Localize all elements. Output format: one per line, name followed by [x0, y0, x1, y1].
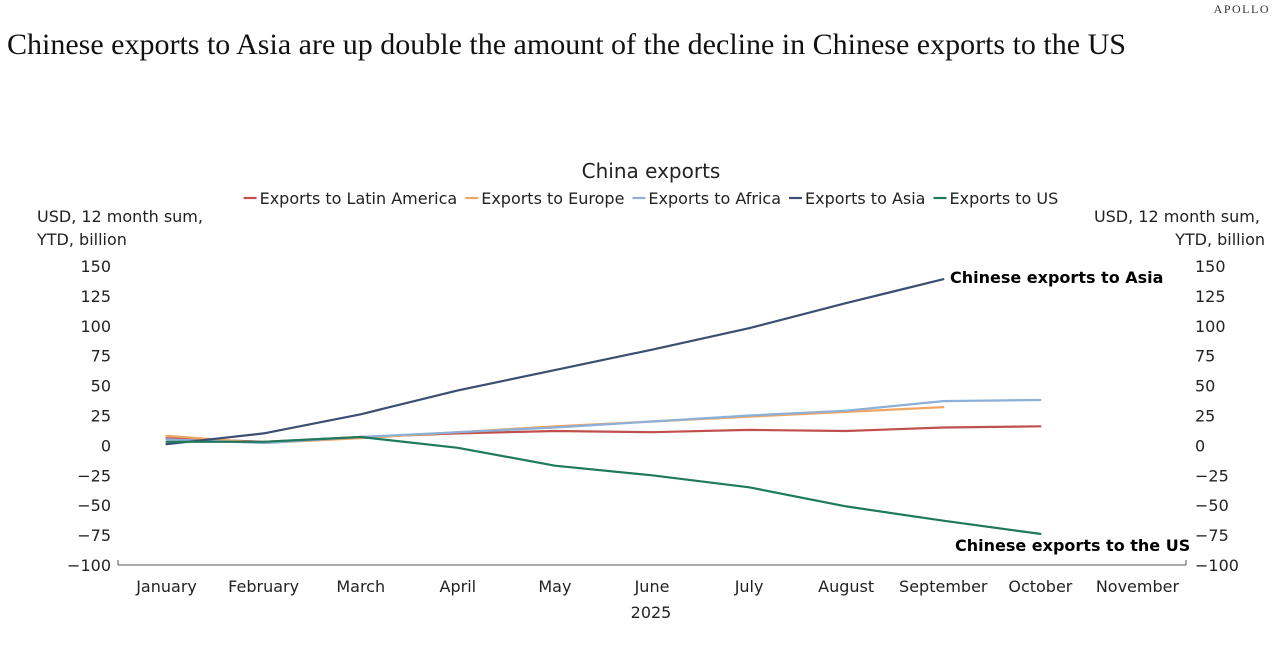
y-tick-label-right: 125 [1195, 287, 1226, 306]
y-tick-label-left: 50 [91, 377, 111, 396]
y-axis-label-left-line2: YTD, billion [36, 230, 127, 249]
y-tick-label-left: 125 [80, 287, 111, 306]
legend-label: Exports to Europe [481, 189, 624, 208]
legend-item-exports-to-africa: Exports to Africa [632, 189, 781, 208]
x-tick-label: September [899, 577, 988, 596]
y-tick-label-left: −75 [77, 526, 111, 545]
y-tick-label-left: −100 [67, 556, 111, 575]
legend-label: Exports to Latin America [260, 189, 458, 208]
legend-label: Exports to Africa [648, 189, 781, 208]
y-axis-ticks-right: 150 125 100 75 50 25 0 −25 −50 −75 −100 [1195, 257, 1239, 575]
y-tick-label-right: 75 [1195, 347, 1215, 366]
y-tick-label-right: −50 [1195, 496, 1229, 515]
y-axis-label-right-line2: YTD, billion [1174, 230, 1265, 249]
y-tick-label-left: 100 [80, 317, 111, 336]
y-tick-label-right: −100 [1195, 556, 1239, 575]
y-tick-label-left: 150 [80, 257, 111, 276]
legend-item-exports-to-latin-america: Exports to Latin America [243, 189, 458, 208]
series-line-exports-to-us [165, 435, 1042, 536]
x-tick-label: August [818, 577, 874, 596]
x-tick-label: March [336, 577, 385, 596]
annotation-us: Chinese exports to the US [955, 536, 1190, 555]
y-tick-label-left: 25 [91, 407, 111, 426]
y-tick-label-left: 75 [91, 347, 111, 366]
y-tick-label-left: −25 [77, 466, 111, 485]
y-tick-label-right: 0 [1195, 436, 1205, 455]
y-axis-label-left-line1: USD, 12 month sum, [37, 207, 203, 226]
chart-title: China exports [582, 159, 721, 183]
chart-legend: Exports to Latin America Exports to Europ… [243, 189, 1058, 208]
annotation-asia: Chinese exports to Asia [950, 268, 1163, 287]
legend-label: Exports to US [949, 189, 1058, 208]
x-tick-label: July [734, 577, 764, 596]
x-tick-label: June [634, 577, 670, 596]
x-axis-label: 2025 [631, 603, 672, 622]
y-tick-label-right: −75 [1195, 526, 1229, 545]
chart-series [165, 278, 1042, 536]
legend-item-exports-to-europe: Exports to Europe [465, 189, 624, 208]
y-axis-ticks-left: 150 125 100 75 50 25 0 −25 −50 −75 −100 [67, 257, 111, 575]
x-tick-label: January [135, 577, 197, 596]
series-line-exports-to-asia [165, 278, 945, 446]
series-line-exports-to-africa [165, 398, 1042, 445]
legend-item-exports-to-us: Exports to US [933, 189, 1058, 208]
y-tick-label-right: 25 [1195, 407, 1215, 426]
x-tick-label: May [538, 577, 571, 596]
legend-item-exports-to-asia: Exports to Asia [789, 189, 925, 208]
chart-axes [117, 560, 1187, 566]
y-tick-label-left: −50 [77, 496, 111, 515]
y-tick-label-left: 0 [101, 436, 111, 455]
x-tick-label: October [1008, 577, 1072, 596]
y-tick-label-right: 150 [1195, 257, 1226, 276]
y-axis-label-right-line1: USD, 12 month sum, [1094, 207, 1260, 226]
brand-logo: APOLLO [1213, 2, 1270, 16]
x-axis-ticks: January February March April May June July Augu… [135, 577, 1179, 596]
y-axis-label-left: USD, 12 month sum, YTD, billion [36, 207, 208, 249]
y-tick-label-right: −25 [1195, 466, 1229, 485]
y-tick-label-right: 100 [1195, 317, 1226, 336]
y-axis-label-right: USD, 12 month sum, YTD, billion [1094, 207, 1265, 249]
x-tick-label: February [228, 577, 299, 596]
legend-label: Exports to Asia [805, 189, 925, 208]
y-tick-label-right: 50 [1195, 377, 1215, 396]
x-tick-label: November [1096, 577, 1180, 596]
x-tick-label: April [440, 577, 477, 596]
page-title: Chinese exports to Asia are up double th… [7, 28, 1126, 61]
